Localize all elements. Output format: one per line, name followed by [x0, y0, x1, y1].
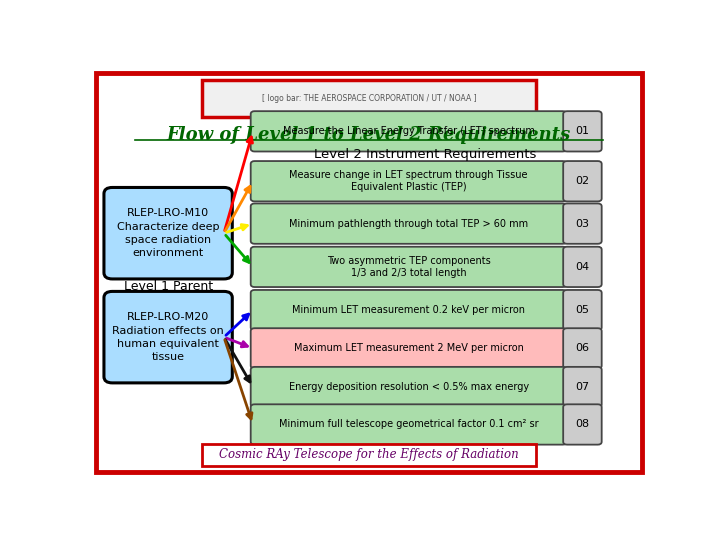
- FancyBboxPatch shape: [202, 444, 536, 466]
- FancyBboxPatch shape: [251, 367, 567, 407]
- Text: 05: 05: [575, 305, 590, 315]
- Text: 06: 06: [575, 343, 590, 353]
- Text: Minimum LET measurement 0.2 keV per micron: Minimum LET measurement 0.2 keV per micr…: [292, 305, 525, 315]
- FancyBboxPatch shape: [251, 328, 567, 368]
- Text: Minimum full telescope geometrical factor 0.1 cm² sr: Minimum full telescope geometrical facto…: [279, 420, 539, 429]
- Text: Measure change in LET spectrum through Tissue
Equivalent Plastic (TEP): Measure change in LET spectrum through T…: [289, 170, 528, 192]
- FancyBboxPatch shape: [563, 161, 602, 201]
- Text: Level 2 Instrument Requirements: Level 2 Instrument Requirements: [314, 148, 536, 161]
- FancyBboxPatch shape: [104, 187, 233, 279]
- FancyBboxPatch shape: [251, 290, 567, 330]
- FancyBboxPatch shape: [251, 247, 567, 287]
- FancyBboxPatch shape: [251, 111, 567, 152]
- FancyBboxPatch shape: [251, 161, 567, 201]
- FancyBboxPatch shape: [563, 290, 602, 330]
- FancyBboxPatch shape: [96, 73, 642, 472]
- FancyBboxPatch shape: [563, 367, 602, 407]
- Text: Level 1 Parent
Requirements: Level 1 Parent Requirements: [124, 280, 212, 311]
- Text: Measure the Linear Energy Transfer (LET) spectrum: Measure the Linear Energy Transfer (LET)…: [283, 126, 534, 136]
- Text: 02: 02: [575, 176, 590, 186]
- Text: Minimum pathlength through total TEP > 60 mm: Minimum pathlength through total TEP > 6…: [289, 219, 528, 228]
- Text: 08: 08: [575, 420, 590, 429]
- Text: 04: 04: [575, 262, 590, 272]
- FancyBboxPatch shape: [563, 404, 602, 444]
- FancyBboxPatch shape: [563, 247, 602, 287]
- Text: 01: 01: [575, 126, 590, 136]
- Text: Two asymmetric TEP components
1/3 and 2/3 total length: Two asymmetric TEP components 1/3 and 2/…: [327, 255, 490, 278]
- Text: Energy deposition resolution < 0.5% max energy: Energy deposition resolution < 0.5% max …: [289, 382, 528, 392]
- FancyBboxPatch shape: [251, 404, 567, 444]
- FancyBboxPatch shape: [563, 111, 602, 152]
- Text: Cosmic RAy Telescope for the Effects of Radiation: Cosmic RAy Telescope for the Effects of …: [219, 448, 519, 461]
- Text: [ logo bar: THE AEROSPACE CORPORATION / UT / NOAA ]: [ logo bar: THE AEROSPACE CORPORATION / …: [261, 94, 477, 103]
- FancyBboxPatch shape: [563, 204, 602, 244]
- Text: 03: 03: [575, 219, 590, 228]
- Text: RLEP-LRO-M10
Characterize deep
space radiation
environment: RLEP-LRO-M10 Characterize deep space rad…: [117, 208, 220, 258]
- FancyBboxPatch shape: [202, 80, 536, 117]
- Text: 07: 07: [575, 382, 590, 392]
- Text: RLEP-LRO-M20
Radiation effects on
human equivalent
tissue: RLEP-LRO-M20 Radiation effects on human …: [112, 312, 224, 362]
- FancyBboxPatch shape: [563, 328, 602, 368]
- FancyBboxPatch shape: [251, 204, 567, 244]
- Text: Flow of Level 1 to Level 2 Requirements: Flow of Level 1 to Level 2 Requirements: [167, 126, 571, 144]
- FancyBboxPatch shape: [104, 292, 233, 383]
- Text: Maximum LET measurement 2 MeV per micron: Maximum LET measurement 2 MeV per micron: [294, 343, 523, 353]
